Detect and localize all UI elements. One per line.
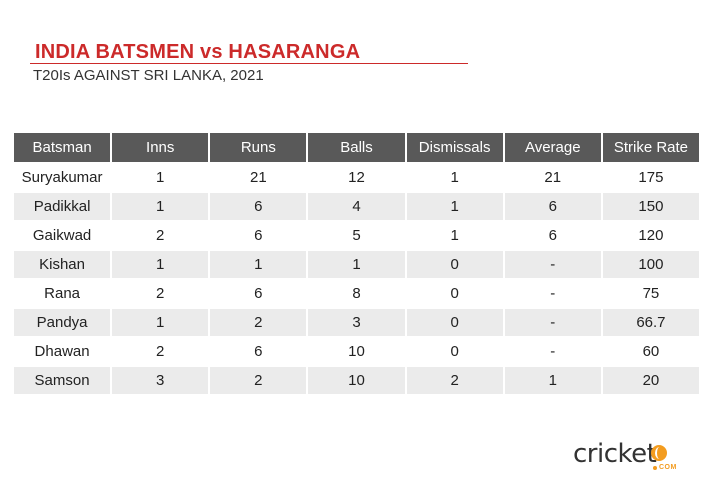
cell-runs: 6 — [254, 285, 263, 302]
cell-dismissals: 1 — [450, 169, 459, 186]
cell-balls: 12 — [348, 169, 365, 186]
cricket-ball-icon — [651, 445, 667, 461]
cell-dismissals: 1 — [406, 193, 503, 220]
cell-dismissals: 2 — [406, 367, 503, 394]
cell-balls: 10 — [308, 367, 405, 394]
cell-runs: 1 — [210, 251, 307, 278]
chart-title: INDIA BATSMEN vs HASARANGA — [35, 41, 361, 63]
table-row: Kishan 1 1 1 0-100 — [14, 251, 699, 278]
cell-runs: 6 — [254, 227, 263, 244]
cell-balls: 1 — [308, 251, 405, 278]
cell-balls: 5 — [352, 227, 361, 244]
cell-average: 21 — [544, 169, 562, 186]
header-inns: Inns — [112, 133, 209, 162]
cell-inns: 1 — [112, 251, 209, 278]
cell-runs: 6 — [210, 193, 307, 220]
cell-inns: 3 — [112, 367, 209, 394]
table-row: Suryakumar 1 21 12 1 21 175 — [14, 164, 699, 191]
header-strike-rate: Strike Rate — [602, 133, 699, 162]
header-batsman: Batsman — [14, 133, 111, 162]
cell-runs: 2 — [210, 309, 307, 336]
header-average: Average — [504, 133, 601, 162]
title-underline — [30, 63, 468, 64]
cell-strike-rate: 66.7 — [602, 309, 699, 336]
header-runs: Runs — [210, 133, 307, 162]
cell-dismissals: 0 — [450, 285, 459, 302]
cell-average: - — [504, 309, 601, 336]
cell-inns: 1 — [112, 193, 209, 220]
cell-batsman: Padikkal — [14, 193, 111, 220]
table-row: Pandya 1 2 3 0-66.7 — [14, 309, 699, 336]
cell-batsman: Suryakumar — [21, 169, 103, 186]
logo-wordmark: cricket — [573, 439, 657, 469]
logo-suffix: COM — [659, 464, 677, 471]
header-balls: Balls — [308, 133, 405, 162]
cell-average: - — [504, 251, 601, 278]
table-row: Samson 3 2 10 2 1 20 — [14, 367, 699, 394]
cell-average: 6 — [548, 227, 557, 244]
cell-inns: 1 — [112, 309, 209, 336]
cell-balls: 4 — [308, 193, 405, 220]
cell-strike-rate: 75 — [642, 285, 660, 302]
cell-strike-rate: 150 — [602, 193, 699, 220]
cell-batsman: Dhawan — [34, 343, 90, 360]
table-header-row: Batsman Inns Runs Balls Dismissals Avera… — [14, 133, 699, 162]
cell-batsman: Pandya — [14, 309, 111, 336]
cell-batsman: Rana — [44, 285, 80, 302]
cell-average: - — [550, 343, 556, 360]
cell-runs: 21 — [250, 169, 267, 186]
cell-batsman: Gaikwad — [32, 227, 92, 244]
logo-dot — [653, 466, 657, 470]
cell-dismissals: 0 — [406, 251, 503, 278]
header-dismissals: Dismissals — [406, 133, 503, 162]
table-row: Gaikwad 2 6 5 1 6 120 — [14, 222, 699, 249]
cell-dismissals: 1 — [450, 227, 459, 244]
cricket-com-logo: cricket COM — [573, 439, 688, 475]
table-row: Padikkal 1 6 4 1 6 150 — [14, 193, 699, 220]
cell-balls: 3 — [308, 309, 405, 336]
cell-balls: 8 — [352, 285, 361, 302]
cell-strike-rate: 175 — [638, 169, 664, 186]
cell-average: 1 — [504, 367, 601, 394]
table-body: Suryakumar 1 21 12 1 21 175 Padikkal 1 6 4 1 6 150 Gai… — [14, 164, 699, 394]
table-row: Dhawan 2 6 10 0 - 60 — [14, 338, 699, 365]
cell-batsman: Samson — [14, 367, 111, 394]
batsmen-stats-table: Batsman Inns Runs Balls Dismissals Avera… — [12, 131, 701, 396]
cell-dismissals: 0 — [450, 343, 459, 360]
cell-inns: 2 — [156, 285, 165, 302]
cell-dismissals: 0 — [406, 309, 503, 336]
cell-strike-rate: 60 — [642, 343, 660, 360]
cell-batsman: Kishan — [14, 251, 111, 278]
cell-runs: 2 — [210, 367, 307, 394]
cell-strike-rate: 120 — [638, 227, 664, 244]
chart-subtitle: T20Is AGAINST SRI LANKA, 2021 — [33, 67, 264, 84]
cell-balls: 10 — [348, 343, 365, 360]
cell-inns: 2 — [156, 227, 165, 244]
table-row: Rana 2 6 8 0 - 75 — [14, 280, 699, 307]
cell-average: - — [550, 285, 556, 302]
cell-strike-rate: 100 — [602, 251, 699, 278]
cell-average: 6 — [504, 193, 601, 220]
cell-inns: 1 — [156, 169, 165, 186]
cell-inns: 2 — [156, 343, 165, 360]
cell-runs: 6 — [254, 343, 263, 360]
cell-strike-rate: 20 — [602, 367, 699, 394]
